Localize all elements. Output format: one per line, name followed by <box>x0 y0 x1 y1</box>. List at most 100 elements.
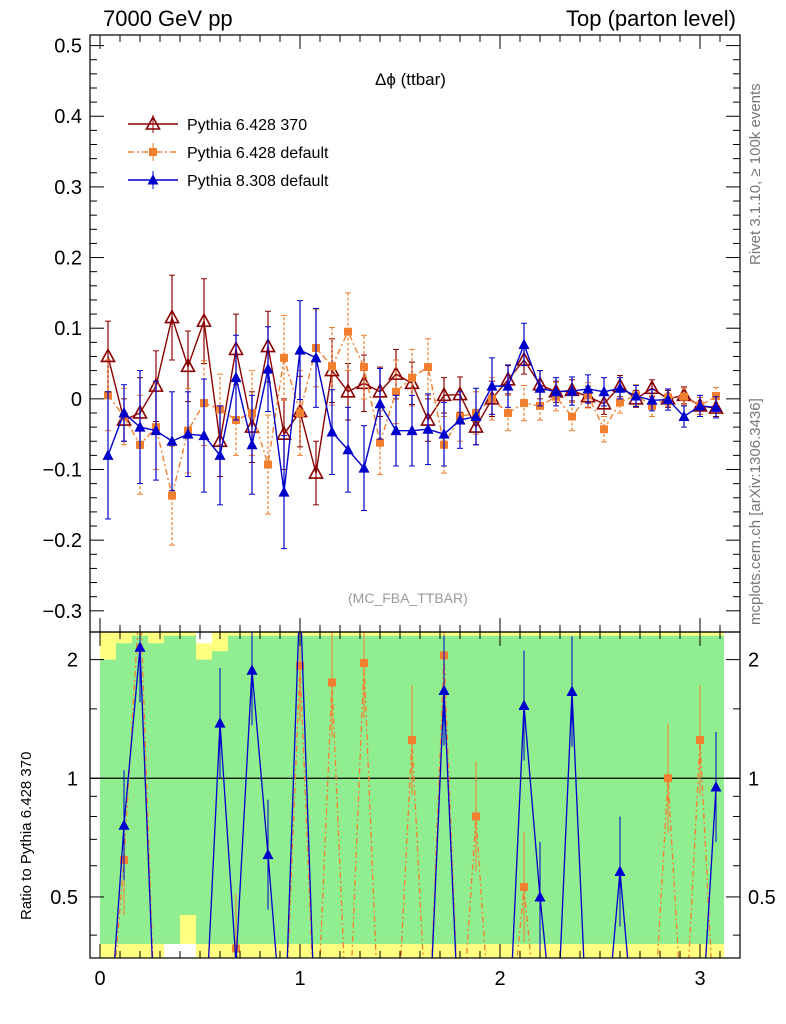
ratio-band-inner <box>596 635 612 944</box>
ratio-point <box>520 882 528 891</box>
data-point <box>278 486 290 497</box>
y-tick-label: −0.1 <box>43 460 82 482</box>
mcplots-label: mcplots.cern.ch [arXiv:1306.3436] <box>747 398 764 625</box>
data-point <box>566 385 578 396</box>
ratio-band-inner <box>532 635 548 944</box>
y-tick-label: 0.4 <box>54 106 82 128</box>
ratio-point <box>518 699 530 710</box>
data-point <box>502 380 514 391</box>
header-right: Top (parton level) <box>566 6 736 31</box>
data-point <box>340 383 356 398</box>
ratio-band-inner <box>276 635 292 944</box>
y-tick-label: −0.2 <box>43 530 82 552</box>
ratio-point <box>328 678 336 687</box>
data-point <box>344 327 352 336</box>
data-point <box>164 308 180 324</box>
data-point <box>100 347 116 363</box>
ratio-band-inner <box>436 635 452 944</box>
ratio-point <box>664 774 672 783</box>
y-tick-label: 0 <box>71 389 82 411</box>
ratio-point <box>696 736 704 745</box>
data-point <box>168 491 176 500</box>
ratio-band-inner <box>484 635 500 944</box>
rivet-label: Rivet 3.1.10, ≥ 100k events <box>747 83 764 265</box>
data-point <box>408 373 416 382</box>
ratio-band-inner <box>340 635 356 944</box>
ratio-point <box>134 641 146 652</box>
data-point <box>406 424 418 436</box>
ratio-band-inner <box>516 635 532 944</box>
data-point <box>422 423 434 434</box>
plot-axes: −0.3 −0.2 −0.1 0 0.1 0.2 0.3 0.4 0.5 0 1 2 3 0.5 0.5 1 1… <box>43 34 776 990</box>
data-point <box>646 394 658 405</box>
ratio-band-inner <box>260 635 276 944</box>
data-point <box>150 424 162 436</box>
ratio-band-inner <box>500 635 516 944</box>
data-point <box>214 449 226 460</box>
data-point <box>550 385 562 397</box>
ratio-point <box>262 848 274 860</box>
data-point <box>118 406 130 418</box>
data-point <box>182 428 194 439</box>
ratio-point <box>534 890 546 902</box>
legend-marker <box>149 148 157 156</box>
ratio-band-inner <box>420 635 436 944</box>
ratio-point <box>360 659 368 668</box>
ratio-point <box>296 661 304 670</box>
data-point <box>436 386 452 402</box>
data-point <box>294 344 306 355</box>
legend-label: Pythia 6.428 default <box>187 145 329 162</box>
x-tick-label: 3 <box>694 968 705 990</box>
ratio-frame <box>89 631 741 959</box>
data-point <box>694 399 706 411</box>
data-point <box>390 424 402 436</box>
data-point <box>342 443 354 455</box>
ratio-band-inner <box>148 643 164 944</box>
ratio-band-inner <box>612 635 628 944</box>
data-point <box>308 464 324 479</box>
ratio-band-inner <box>372 635 388 944</box>
ratio-band-inner <box>212 651 228 944</box>
data-point <box>134 421 146 432</box>
ratio-point <box>118 819 130 830</box>
ratio-band-inner <box>164 635 180 944</box>
ratio-point <box>408 736 416 745</box>
ratio-y-tick-label-right: 2 <box>748 650 759 672</box>
ratio-y-axis-label: Ratio to Pythia 6.428 370 <box>18 751 35 920</box>
data-point <box>616 398 624 407</box>
data-point <box>376 438 384 447</box>
data-point <box>678 410 690 422</box>
data-point <box>230 371 242 383</box>
data-point <box>568 412 576 421</box>
ratio-y-tick-label-right: 0.5 <box>748 887 776 909</box>
ratio-y-tick-label-right: 1 <box>748 768 759 790</box>
data-point <box>518 338 530 349</box>
y-tick-label: −0.3 <box>43 601 82 623</box>
header-left: 7000 GeV pp <box>103 6 233 31</box>
plot-title: Δϕ (ttbar) <box>375 70 446 89</box>
legend-label: Pythia 6.428 370 <box>187 117 307 134</box>
ratio-point <box>246 664 258 675</box>
ratio-band-inner <box>676 635 692 944</box>
data-point <box>470 410 482 422</box>
data-point <box>534 382 546 393</box>
data-point <box>486 380 498 391</box>
data-point <box>504 408 512 417</box>
x-tick-label: 0 <box>94 968 105 990</box>
data-point <box>454 414 466 425</box>
ratio-y-tick-label: 0.5 <box>50 887 78 909</box>
ratio-band-inner <box>196 659 212 944</box>
ratio-band-inner <box>452 635 468 944</box>
data-point <box>388 365 404 380</box>
analysis-tag: (MC_FBA_TTBAR) <box>348 590 468 606</box>
ratio-point <box>614 865 626 877</box>
legend-marker <box>147 174 159 185</box>
data-point <box>246 438 258 450</box>
data-point <box>630 390 642 401</box>
data-point <box>598 385 610 397</box>
ratio-uncertainty-bands <box>100 632 724 958</box>
y-tick-label: 0.1 <box>54 318 82 340</box>
y-tick-label: 0.2 <box>54 248 82 270</box>
data-point <box>614 382 626 393</box>
